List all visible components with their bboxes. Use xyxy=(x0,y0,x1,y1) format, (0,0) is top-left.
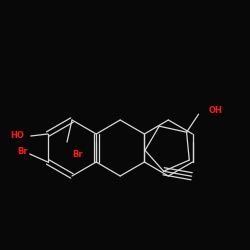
Text: Br: Br xyxy=(72,150,83,159)
Text: HO: HO xyxy=(10,132,24,140)
Text: Br: Br xyxy=(17,148,28,156)
Text: OH: OH xyxy=(208,106,222,115)
